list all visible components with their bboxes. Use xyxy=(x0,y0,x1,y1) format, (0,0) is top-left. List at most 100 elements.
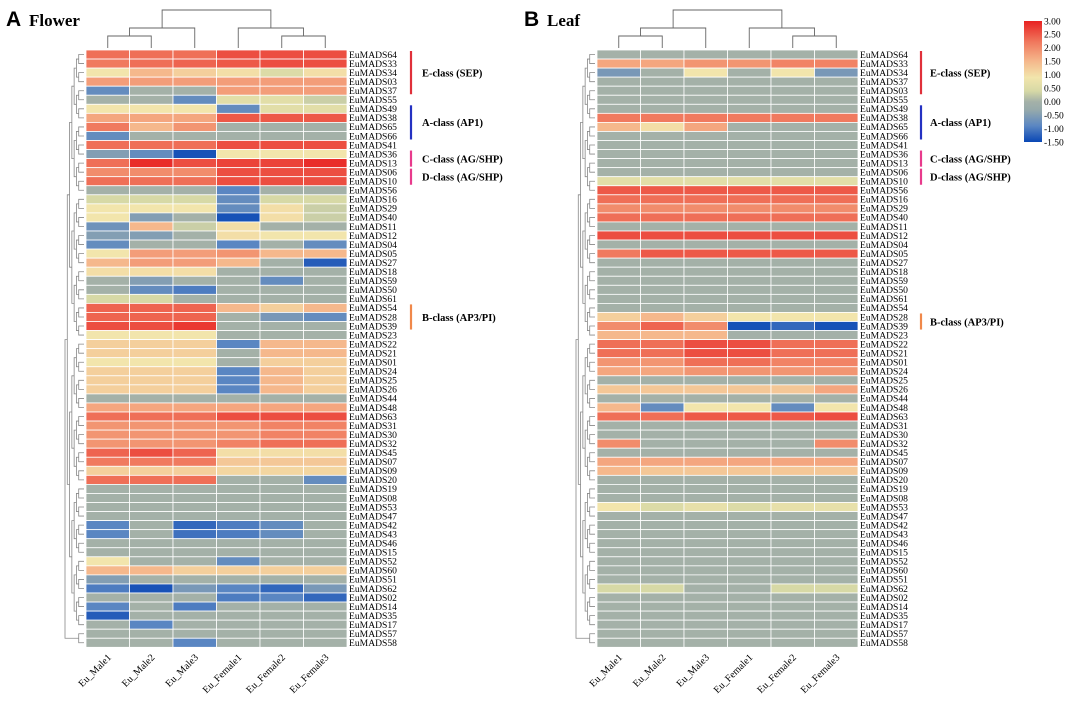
heatmap-cell xyxy=(770,438,815,449)
heatmap-cell xyxy=(259,230,304,241)
gene-label: EuMADS07 xyxy=(860,457,908,468)
heatmap-cell xyxy=(814,112,859,123)
heatmap-cell xyxy=(303,529,348,540)
class-label: B-class (AP3/PI) xyxy=(422,313,496,324)
heatmap-cell xyxy=(727,474,772,485)
heatmap-cell xyxy=(814,592,859,603)
heatmap-cell xyxy=(172,257,217,268)
gene-label: EuMADS02 xyxy=(349,593,397,604)
heatmap-cell xyxy=(596,538,641,549)
row-dendrogram-branch xyxy=(78,416,84,426)
heatmap-cell xyxy=(303,131,348,141)
heatmap-cell xyxy=(683,465,728,476)
colorbar-tick-label: 3.00 xyxy=(1044,17,1061,27)
heatmap-cell xyxy=(303,58,348,69)
heatmap-cell xyxy=(172,465,217,476)
heatmap-cell xyxy=(216,284,261,295)
heatmap-cell xyxy=(814,538,859,549)
heatmap-cell xyxy=(596,103,641,114)
heatmap-cell xyxy=(172,420,217,431)
heatmap-cell xyxy=(303,76,348,87)
heatmap-cell xyxy=(683,85,728,96)
heatmap-cell xyxy=(303,556,348,567)
heatmap-cell xyxy=(172,167,217,178)
heatmap-cell xyxy=(683,339,728,350)
heatmap-cell xyxy=(129,112,174,123)
heatmap-cell xyxy=(596,456,641,467)
gene-label: EuMADS34 xyxy=(860,68,908,79)
heatmap-cell xyxy=(85,366,130,377)
gene-label: EuMADS37 xyxy=(349,86,397,97)
heatmap-cell xyxy=(129,502,174,512)
heatmap-cell xyxy=(303,402,348,413)
heatmap-cell xyxy=(85,438,130,449)
gene-label: EuMADS12 xyxy=(349,231,397,242)
heatmap-cell xyxy=(640,556,685,567)
heatmap-cell xyxy=(303,393,348,404)
heatmap-cell xyxy=(259,583,304,594)
heatmap-cell xyxy=(85,637,130,648)
heatmap-cell xyxy=(640,248,685,259)
heatmap-cell xyxy=(259,103,304,114)
heatmap-cell xyxy=(596,348,641,359)
heatmap-cell xyxy=(596,112,641,123)
heatmap-cell xyxy=(814,574,859,585)
heatmap-cell xyxy=(596,565,641,576)
gene-label: EuMADS31 xyxy=(860,421,908,432)
heatmap-cell xyxy=(259,185,304,196)
heatmap-cell xyxy=(259,158,304,169)
heatmap-cell xyxy=(216,67,261,78)
heatmap-cell xyxy=(640,456,685,467)
gene-label: EuMADS13 xyxy=(349,158,397,169)
heatmap-cell xyxy=(303,94,348,105)
heatmap-cell xyxy=(303,257,348,268)
heatmap-cell xyxy=(85,574,130,585)
heatmap-cell xyxy=(259,574,304,585)
heatmap-cell xyxy=(727,149,772,160)
heatmap-cell xyxy=(259,628,304,639)
heatmap-cell xyxy=(129,167,174,178)
heatmap-cell xyxy=(727,203,772,214)
gene-label: EuMADS58 xyxy=(349,638,397,649)
row-dendrogram-branch xyxy=(589,72,595,83)
gene-label: EuMADS58 xyxy=(860,638,908,649)
heatmap-cell xyxy=(640,185,685,196)
heatmap-cell xyxy=(596,167,641,178)
heatmap-cell xyxy=(770,610,815,621)
gene-label: EuMADS59 xyxy=(860,276,908,287)
gene-label: EuMADS66 xyxy=(860,131,908,142)
row-dendrogram-branch xyxy=(589,54,595,64)
heatmap-cell xyxy=(172,312,217,322)
heatmap-cell xyxy=(129,58,174,69)
heatmap-cell xyxy=(814,176,859,187)
sample-label: Eu_Female2 xyxy=(755,652,799,696)
gene-label: EuMADS27 xyxy=(860,258,908,269)
heatmap-cell xyxy=(770,619,815,630)
row-dendrogram-branch xyxy=(589,253,595,264)
heatmap-cell xyxy=(216,493,261,503)
gene-label: EuMADS44 xyxy=(349,394,397,405)
heatmap-cell xyxy=(640,547,685,558)
heatmap-cell xyxy=(640,411,685,422)
gene-label: EuMADS16 xyxy=(860,195,908,206)
heatmap-cell xyxy=(596,556,641,567)
heatmap-cell xyxy=(596,302,641,313)
heatmap-cell xyxy=(596,176,641,187)
class-label: A-class (AP1) xyxy=(422,118,483,129)
heatmap-cell xyxy=(683,284,728,295)
heatmap-cell xyxy=(129,628,174,639)
heatmap-cell xyxy=(770,339,815,350)
heatmap-cell xyxy=(814,520,859,531)
heatmap-cell xyxy=(770,493,815,503)
row-dendrogram-branch xyxy=(589,579,595,589)
heatmap-cell xyxy=(683,67,728,78)
heatmap-cell xyxy=(172,185,217,196)
heatmap-cell xyxy=(727,465,772,476)
heatmap-cell xyxy=(172,94,217,105)
heatmap-cell xyxy=(85,112,130,123)
heatmap-cell xyxy=(259,321,304,331)
heatmap-cell xyxy=(770,520,815,531)
heatmap-cell xyxy=(596,122,641,132)
heatmap-cell xyxy=(596,357,641,368)
heatmap-cell xyxy=(770,85,815,96)
